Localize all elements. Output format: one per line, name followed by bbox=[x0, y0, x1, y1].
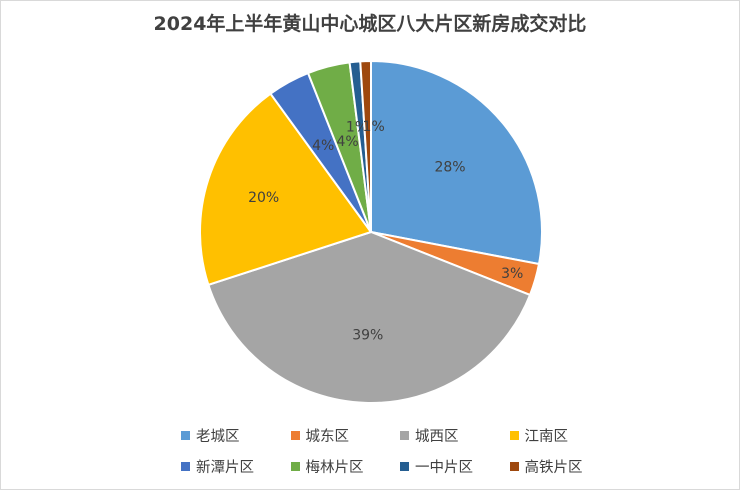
data-label-7: 1% bbox=[346, 119, 368, 135]
legend-item-6: 梅林片区 bbox=[290, 456, 383, 477]
legend-item-2: 城东区 bbox=[290, 425, 383, 446]
data-label-5: 4% bbox=[312, 138, 334, 154]
legend-label: 一中片区 bbox=[415, 460, 473, 476]
legend-label: 老城区 bbox=[196, 429, 240, 445]
legend-label: 城东区 bbox=[305, 429, 350, 445]
data-label-4: 20% bbox=[248, 190, 279, 206]
legend-label: 新潭片区 bbox=[196, 460, 254, 476]
legend-label: 梅林片区 bbox=[305, 460, 364, 476]
pie-slice-3 bbox=[207, 230, 532, 405]
legend-swatch bbox=[181, 462, 190, 471]
data-label-3: 39% bbox=[352, 328, 383, 344]
legend-swatch bbox=[400, 462, 409, 471]
data-label-6: 4% bbox=[337, 134, 359, 150]
legend-label: 城西区 bbox=[415, 429, 459, 445]
data-label-2: 3% bbox=[501, 266, 523, 282]
pie-slice-8 bbox=[359, 59, 372, 233]
legend-item-3: 城西区 bbox=[400, 425, 492, 446]
data-label-8: 1% bbox=[363, 119, 385, 135]
legend-swatch bbox=[509, 431, 519, 440]
legend-swatch bbox=[290, 462, 300, 471]
legend-item-5: 新潭片区 bbox=[181, 456, 273, 477]
legend-swatch bbox=[400, 431, 409, 440]
data-label-1: 28% bbox=[434, 160, 465, 176]
pie-chart: 28%3%39%20%4% 4%1%1% bbox=[199, 59, 543, 405]
legend-label: 高铁片区 bbox=[524, 460, 583, 476]
pie-slice-1 bbox=[370, 59, 543, 266]
pie-slice-4 bbox=[199, 92, 373, 287]
legend-item-4: 江南区 bbox=[509, 425, 602, 446]
legend-item-7: 一中片区 bbox=[400, 456, 492, 477]
chart-title: 2024年上半年黄山中心城区八大片区新房成交对比 bbox=[153, 13, 587, 35]
chart-legend: 老城区 城东区 城西区 江南区新潭片区 梅林片区 一中片区 高铁片区 bbox=[181, 425, 601, 477]
legend-item-8: 高铁片区 bbox=[509, 456, 602, 477]
legend-swatch bbox=[290, 431, 300, 440]
legend-item-1: 老城区 bbox=[181, 425, 273, 446]
legend-swatch bbox=[509, 462, 519, 471]
legend-label: 江南区 bbox=[524, 429, 569, 445]
legend-swatch bbox=[181, 431, 190, 440]
